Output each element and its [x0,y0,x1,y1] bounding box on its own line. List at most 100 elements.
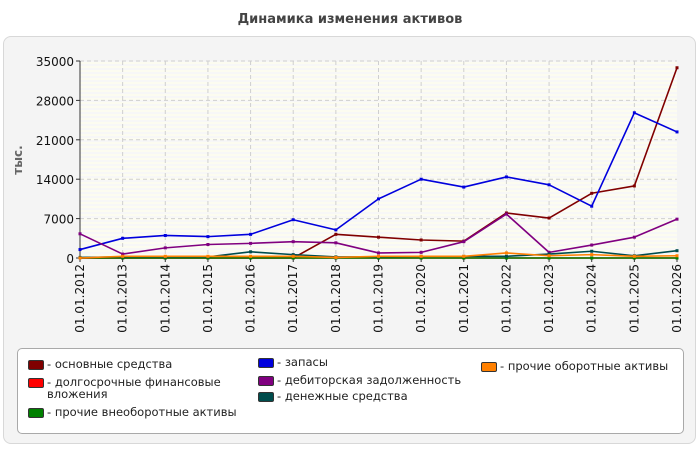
data-point [291,218,295,222]
legend-swatch [258,392,274,402]
data-point [590,204,594,208]
data-point [675,217,679,221]
data-point [675,66,679,70]
legend-swatch [481,362,497,372]
data-point [590,249,594,253]
data-point [121,236,125,240]
data-point [547,183,551,187]
data-point [419,250,423,254]
data-point [504,212,508,216]
legend-item-long-term-investments: - долгосрочные финансовые вложения [28,376,243,400]
x-tick-label: 01.01.2025 [627,264,641,333]
x-tick-label: 01.01.2024 [585,264,599,333]
legend-label: - основные средства [47,357,173,371]
x-tick-labels: 01.01.2012 01.01.2013 01.01.2014 01.01.2015… [73,264,684,333]
data-point [504,256,508,260]
data-point [377,254,380,258]
legend-label: - прочие внеоборотные активы [47,405,237,419]
y-tick-label: 0 [66,252,74,266]
legend-item-inventory: - запасы [258,356,478,368]
legend-swatch [28,360,44,370]
legend-label: - прочие оборотные активы [500,359,669,373]
data-point [206,242,210,246]
y-tick-labels: 0 7000 14000 21000 28000 35000 [36,55,74,266]
legend: - основные средства - долгосрочные финан… [17,348,684,434]
x-tick-label: 01.01.2013 [116,264,130,333]
data-point [590,243,594,247]
legend-item-other-current-assets: - прочие оборотные активы [481,360,681,372]
data-point [334,228,338,232]
data-point [291,253,295,257]
data-point [590,256,594,260]
y-tick-label: 35000 [36,55,74,69]
data-point [206,235,210,239]
data-point [632,111,636,115]
legend-item-receivables: - дебиторская задолженность [258,374,483,386]
data-point [249,241,253,245]
data-point [547,256,551,260]
y-tick-label: 28000 [36,94,74,108]
data-point [419,256,423,260]
data-point [632,254,636,258]
data-point [462,256,466,260]
data-point [590,253,594,257]
data-point [163,254,167,258]
legend-label: - дебиторская задолженность [277,373,462,387]
data-point [163,246,167,250]
chart-title: Динамика изменения активов [237,12,463,27]
x-tick-label: 01.01.2019 [372,264,386,333]
y-tick-label: 7000 [43,213,74,227]
data-point [462,185,466,189]
legend-swatch [258,376,274,386]
data-point [547,254,551,258]
x-tick-label: 01.01.2015 [201,264,215,333]
data-point [504,251,508,255]
x-tick-label: 01.01.2014 [158,264,172,333]
data-point [547,250,551,254]
y-tick-label: 21000 [36,134,74,148]
data-point [504,175,508,179]
data-point [334,255,338,259]
data-point [291,256,295,260]
data-point [675,130,679,134]
data-point [78,232,82,236]
data-point [462,240,466,244]
legend-label: - долгосрочные финансовые вложения [47,375,221,401]
data-point [249,232,253,236]
x-tick-label: 01.01.2016 [244,264,258,333]
x-tick-label: 01.01.2022 [499,264,513,333]
data-point [632,235,636,239]
x-tick-label: 01.01.2021 [457,264,471,333]
x-tick-label: 01.01.2018 [329,264,343,333]
data-point [334,232,338,236]
legend-swatch [258,358,274,368]
data-point [163,233,167,237]
data-point [121,254,125,258]
data-point [547,216,551,220]
legend-swatch [28,378,44,388]
y-tick-label: 14000 [36,173,74,187]
data-point [675,254,679,258]
legend-label: - запасы [277,355,328,369]
x-tick-label: 01.01.2020 [414,264,428,333]
data-point [377,235,380,239]
data-point [547,252,551,256]
data-point [419,254,423,258]
y-axis-label: тыс. [11,145,25,174]
data-point [419,177,423,181]
data-point [632,256,636,260]
data-point [78,256,82,260]
legend-item-cash: - денежные средства [258,390,478,402]
data-point [121,252,125,256]
data-point [291,240,295,244]
legend-item-other-noncurrent-assets: - прочие внеоборотные активы [28,406,268,418]
data-point [590,191,594,195]
x-tick-label: 01.01.2017 [286,264,300,333]
data-point [675,249,679,253]
data-point [206,254,210,258]
data-point [504,254,508,258]
data-point [419,238,423,242]
data-point [377,251,380,255]
data-point [249,250,253,254]
